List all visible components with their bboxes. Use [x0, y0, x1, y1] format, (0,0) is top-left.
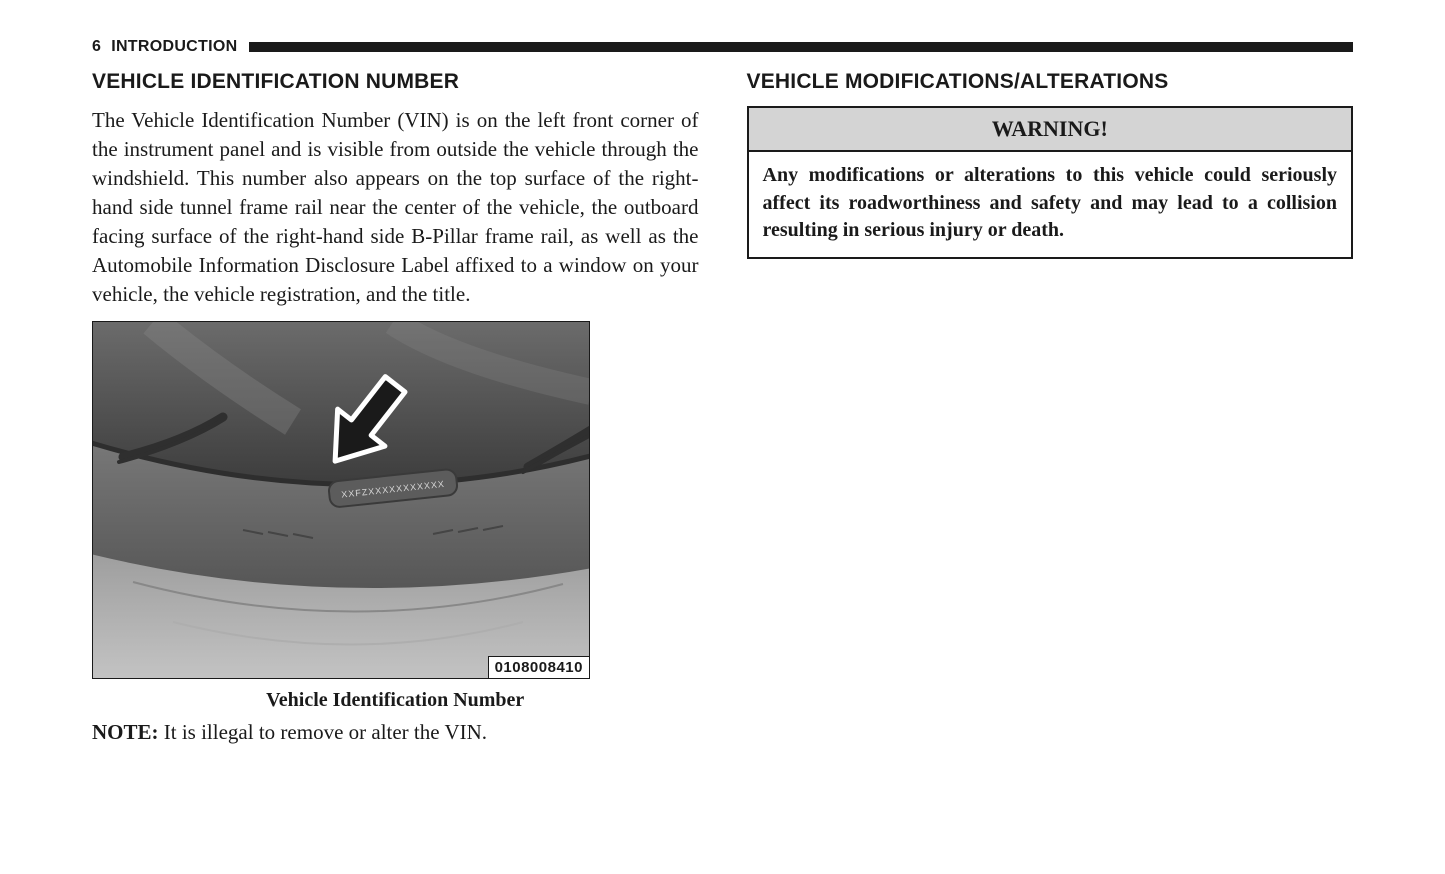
vin-figure: XXFZXXXXXXXXXXX 0108008410	[92, 321, 590, 679]
page-number: 6	[92, 38, 101, 56]
vin-heading: VEHICLE IDENTIFICATION NUMBER	[92, 70, 699, 94]
two-column-layout: VEHICLE IDENTIFICATION NUMBER The Vehicl…	[92, 70, 1353, 747]
modifications-heading: VEHICLE MODIFICATIONS/ALTERATIONS	[747, 70, 1354, 94]
figure-caption: Vehicle Identification Number	[92, 689, 699, 712]
figure-id: 0108008410	[488, 656, 589, 678]
warning-title: WARNING!	[749, 108, 1352, 152]
vin-illustration-icon: XXFZXXXXXXXXXXX	[93, 322, 590, 679]
vin-paragraph: The Vehicle Identification Number (VIN) …	[92, 106, 699, 309]
note-label: NOTE:	[92, 720, 159, 744]
figure-wrap: XXFZXXXXXXXXXXX 0108008410 Vehicle Ident…	[92, 321, 699, 747]
right-column: VEHICLE MODIFICATIONS/ALTERATIONS WARNIN…	[747, 70, 1354, 747]
warning-box: WARNING! Any modifications or alteration…	[747, 106, 1354, 259]
running-header: 6 INTRODUCTION	[92, 38, 1353, 56]
warning-body: Any modifications or alterations to this…	[749, 152, 1352, 257]
page: 6 INTRODUCTION VEHICLE IDENTIFICATION NU…	[0, 0, 1445, 777]
note-text: It is illegal to remove or alter the VIN…	[159, 720, 488, 744]
section-name: INTRODUCTION	[111, 38, 237, 56]
vin-note: NOTE: It is illegal to remove or alter t…	[92, 718, 699, 747]
left-column: VEHICLE IDENTIFICATION NUMBER The Vehicl…	[92, 70, 699, 747]
header-rule	[249, 42, 1353, 52]
